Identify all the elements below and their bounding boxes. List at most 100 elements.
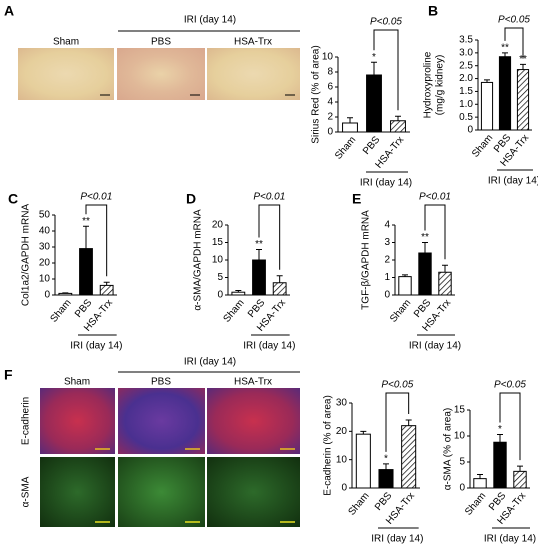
error-bar (520, 63, 526, 70)
bar (231, 291, 246, 296)
p-bracket (504, 27, 524, 59)
y-tick-label: 0 (327, 127, 333, 138)
x-tick-label: Sham (388, 298, 413, 325)
x-tick-label: Sham (48, 298, 73, 325)
y-tick-label: 15 (454, 405, 466, 416)
y-tick-label: 3.5 (459, 35, 473, 46)
p-value-label: P<0.05 (381, 380, 413, 391)
x-tick-label: Sham (463, 491, 488, 518)
p-bracket (424, 204, 446, 260)
bar (513, 470, 527, 489)
y-tick-label: 3 (384, 237, 390, 248)
bar (480, 81, 494, 131)
panel-letter: D (186, 191, 196, 207)
image (40, 457, 115, 527)
p-value-label: P<0.05 (370, 17, 402, 28)
error-bar (517, 465, 523, 472)
p-bracket (258, 204, 281, 270)
p-bracket (373, 29, 399, 111)
y-tick-label: 8 (327, 67, 333, 78)
bar (378, 469, 394, 489)
bar (473, 478, 487, 489)
p-value-label: P<0.05 (498, 15, 530, 26)
column-label: HSA-Trx (234, 37, 272, 48)
error-bar (502, 52, 508, 57)
y-tick-label: 2 (327, 112, 333, 123)
bar (252, 259, 266, 296)
bar (493, 441, 507, 489)
y-tick-label: 2 (384, 255, 390, 266)
y-tick-label: 6 (327, 82, 333, 93)
bar (398, 276, 412, 296)
bar (58, 292, 73, 296)
y-axis-label: α-SMA/GAPDH mRNA (193, 209, 204, 311)
panel-letter: F (4, 367, 13, 383)
column-label: HSA-Trx (234, 377, 272, 388)
p-bracket (85, 204, 108, 277)
p-bracket (499, 392, 521, 461)
bar (418, 252, 432, 296)
y-tick-label: 10 (454, 431, 466, 442)
bar (342, 122, 358, 133)
significance-star: * (498, 424, 502, 435)
error-bar (383, 463, 389, 470)
y-tick-label: 3.0 (459, 47, 473, 58)
significance-star: ** (501, 42, 509, 53)
y-tick-label: 1.0 (459, 99, 473, 110)
panel-letter: A (4, 3, 14, 19)
row-label: α-SMA (21, 476, 32, 507)
y-tick-label: 0 (384, 290, 390, 301)
x-tick-label: PBS (373, 490, 395, 513)
error-bar (422, 242, 428, 253)
y-tick-label: 1.5 (459, 86, 473, 97)
bar (438, 271, 452, 296)
y-tick-label: 20 (212, 220, 224, 231)
x-tick-label: PBS (361, 134, 383, 157)
y-axis-label: α-SMA (% of area) (443, 408, 454, 490)
error-bar (347, 117, 353, 123)
image (207, 48, 300, 100)
y-tick-label: 0 (44, 290, 50, 301)
p-value-label: P<0.01 (253, 192, 285, 203)
y-tick-label: 2.5 (459, 60, 473, 71)
bar (401, 425, 417, 489)
error-bar (395, 115, 401, 121)
image (207, 457, 300, 527)
bar (355, 433, 371, 489)
bar (366, 74, 382, 133)
p-value-label: P<0.05 (494, 380, 526, 391)
y-tick-label: 20 (39, 258, 51, 269)
significance-star: ** (421, 232, 429, 243)
bar (99, 284, 114, 296)
y-tick-label: 10 (322, 52, 334, 63)
error-bar (402, 274, 408, 277)
group-label: IRI (day 14) (184, 357, 236, 368)
panel-letter: B (428, 3, 438, 19)
group-label: IRI (day 14) (488, 176, 538, 187)
image (117, 48, 205, 100)
error-bar (360, 430, 367, 435)
y-tick-label: 10 (336, 454, 348, 465)
y-tick-label: 4 (384, 220, 390, 231)
error-bar (477, 473, 483, 479)
group-label: IRI (day 14) (484, 534, 536, 545)
bar (390, 120, 406, 133)
error-bar (256, 249, 262, 260)
y-tick-label: 10 (212, 255, 224, 266)
y-tick-label: 15 (212, 237, 224, 248)
y-tick-label: 30 (336, 398, 348, 409)
group-label: IRI (day 14) (409, 341, 461, 352)
column-label: Sham (53, 37, 79, 48)
y-axis-label: E-cadherin (% of area) (323, 395, 334, 496)
y-axis-label: Col1a2/GAPDH mRNA (21, 204, 32, 307)
y-tick-label: 2.0 (459, 73, 473, 84)
column-label: PBS (151, 377, 171, 388)
y-tick-label: 0.5 (459, 112, 473, 123)
micrographs-a (18, 30, 300, 100)
bar (516, 69, 530, 131)
significance-star: * (384, 454, 388, 465)
y-axis-label: Sirius Red (% of area) (311, 45, 322, 143)
error-bar (442, 264, 448, 273)
y-tick-label: 0 (217, 290, 223, 301)
image (18, 48, 114, 100)
